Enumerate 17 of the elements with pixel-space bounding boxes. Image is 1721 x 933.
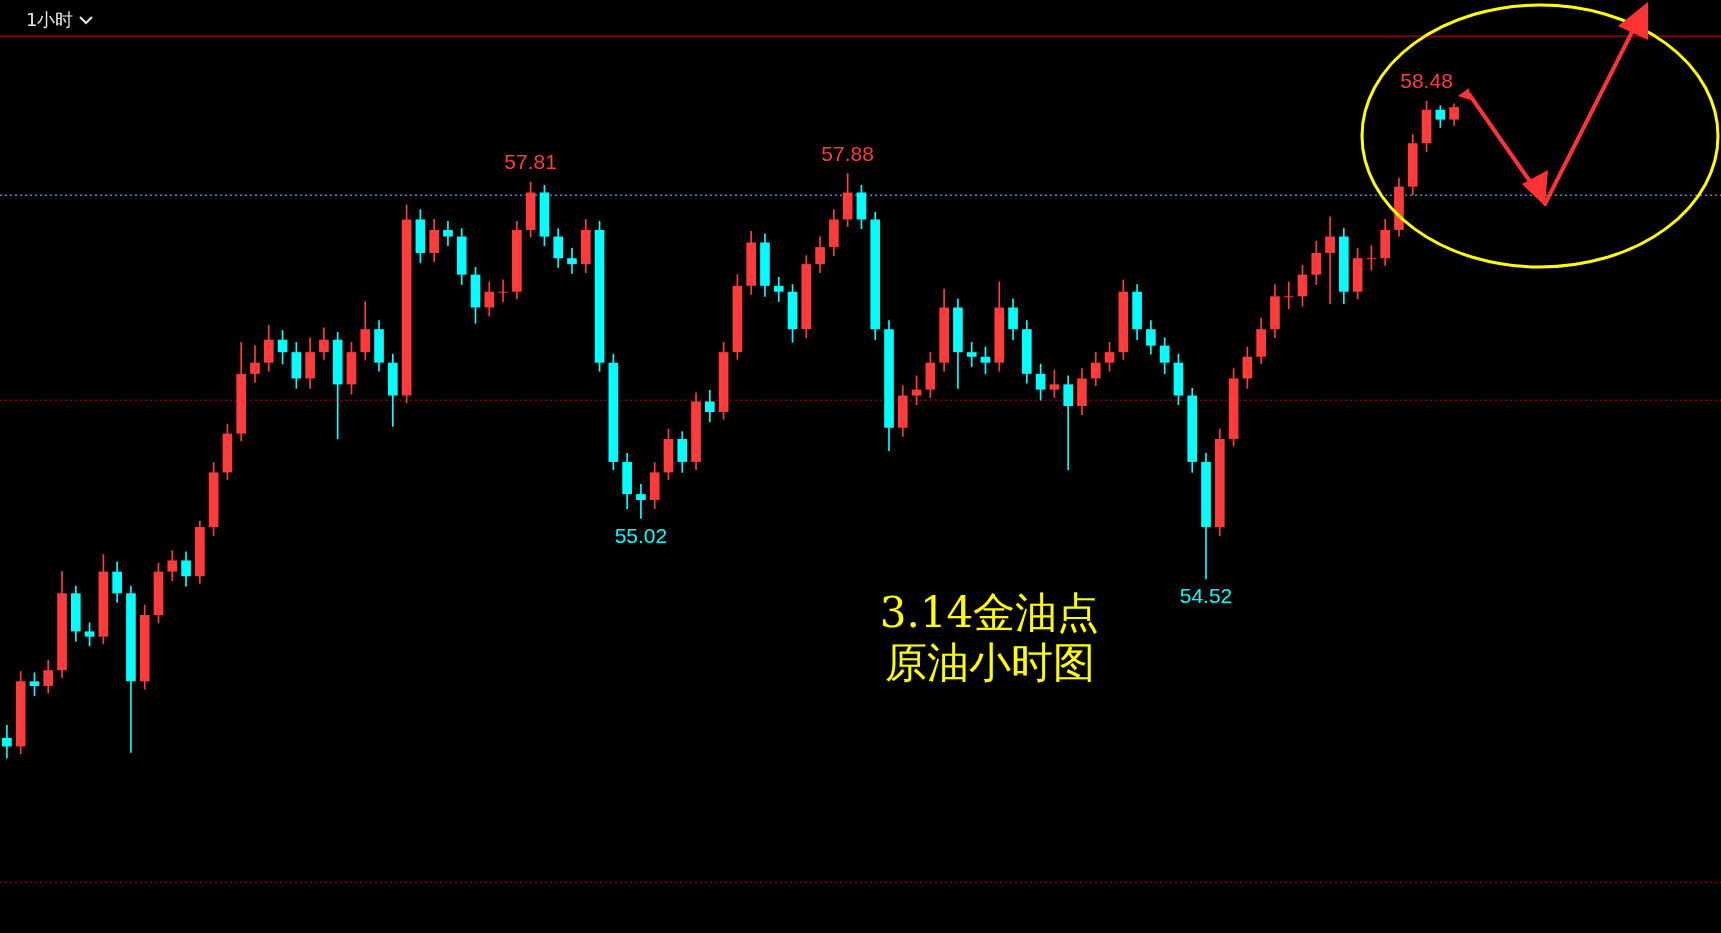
candlestick: [636, 483, 646, 519]
annotation: 55.02: [614, 523, 668, 547]
text: 3.14金油点: [879, 587, 1100, 637]
text: 原油小时图: [884, 637, 1095, 687]
text: 1小时: [26, 8, 74, 32]
annotation: 54.52: [1179, 584, 1233, 608]
candlestick: [1325, 216, 1335, 304]
annotation: 57.88: [821, 141, 874, 165]
candlestick: [966, 341, 977, 367]
annotation: 58.48: [1400, 69, 1453, 93]
candlestick: [1063, 375, 1074, 471]
candlestick: [2, 725, 12, 759]
candlestick: [773, 276, 784, 302]
candlestick: [1283, 281, 1294, 310]
candlestick: [498, 279, 508, 302]
annotation: 57.81: [504, 150, 557, 174]
candlestick: [567, 248, 577, 274]
